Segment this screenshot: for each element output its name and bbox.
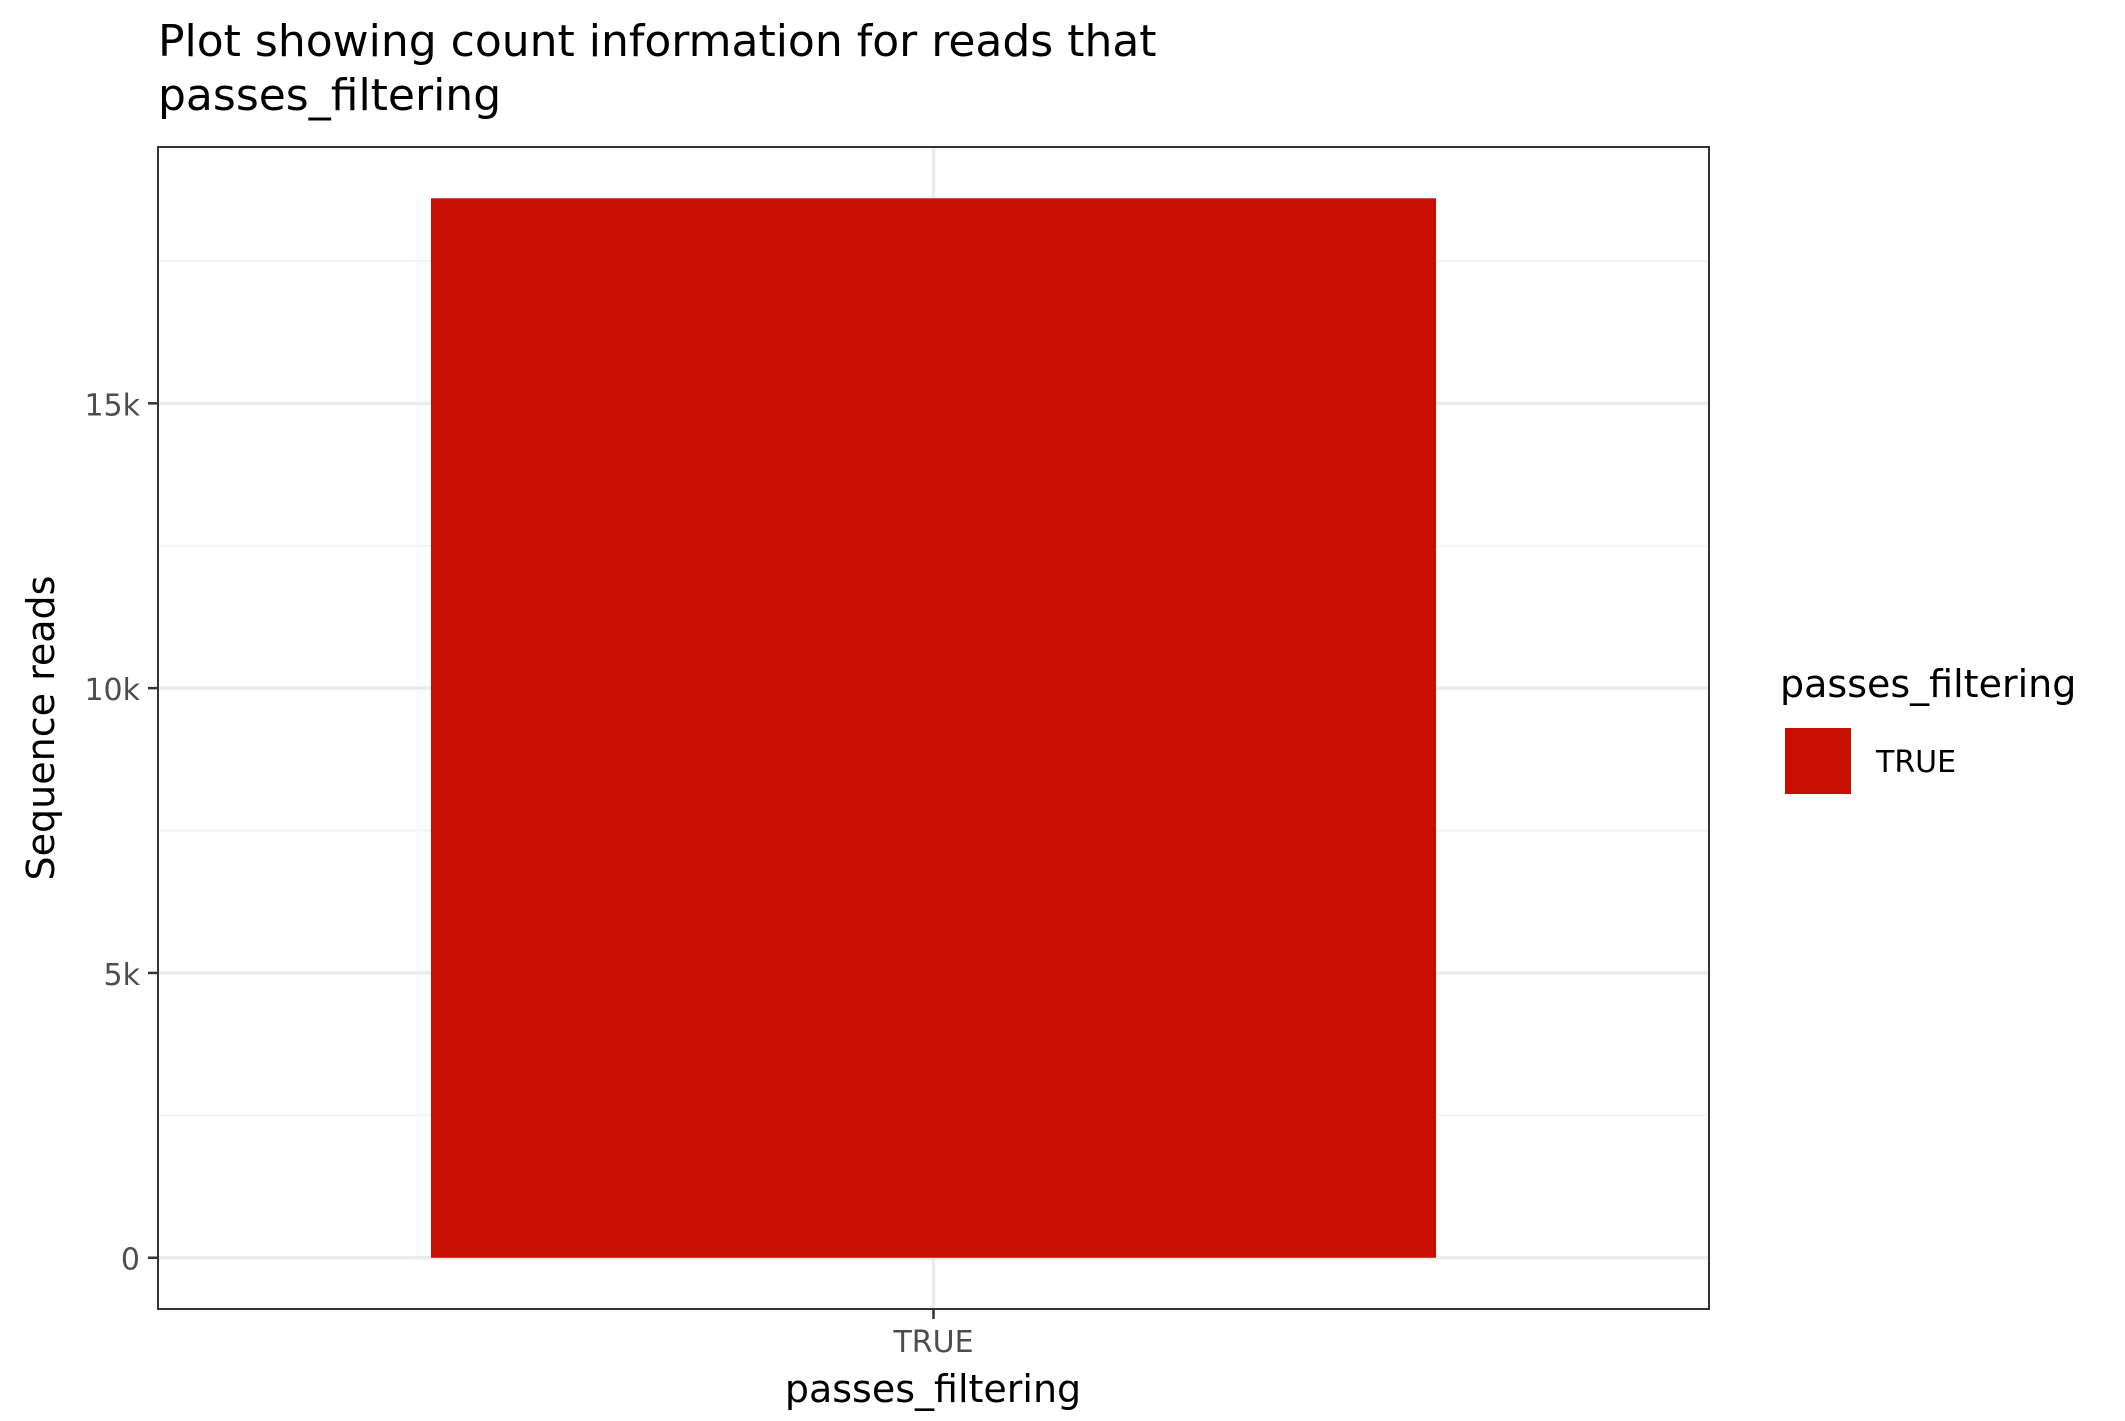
chart-title-line-1: Plot showing count information for reads… [158, 16, 1157, 67]
chart-title-line-2: passes_filtering [158, 70, 501, 121]
y-tick-label: 15k [84, 388, 140, 423]
legend-title: passes_filtering [1780, 662, 2076, 706]
x-axis-label: passes_filtering [785, 1367, 1081, 1411]
legend-swatch [1785, 728, 1851, 794]
legend: passes_filtering TRUE [1780, 662, 2076, 794]
legend-entries: TRUE [1785, 728, 1956, 794]
y-tick-label: 0 [121, 1243, 140, 1278]
x-tick-label: TRUE [892, 1325, 973, 1360]
legend-label: TRUE [1875, 745, 1956, 780]
y-tick-label: 10k [84, 673, 140, 708]
y-tick-label: 5k [104, 958, 141, 993]
y-axis-label: Sequence reads [19, 576, 63, 881]
bars [430, 198, 1437, 1258]
bar-true [430, 198, 1437, 1258]
axes: 0 5k 10k 15k TRUE [84, 388, 973, 1360]
